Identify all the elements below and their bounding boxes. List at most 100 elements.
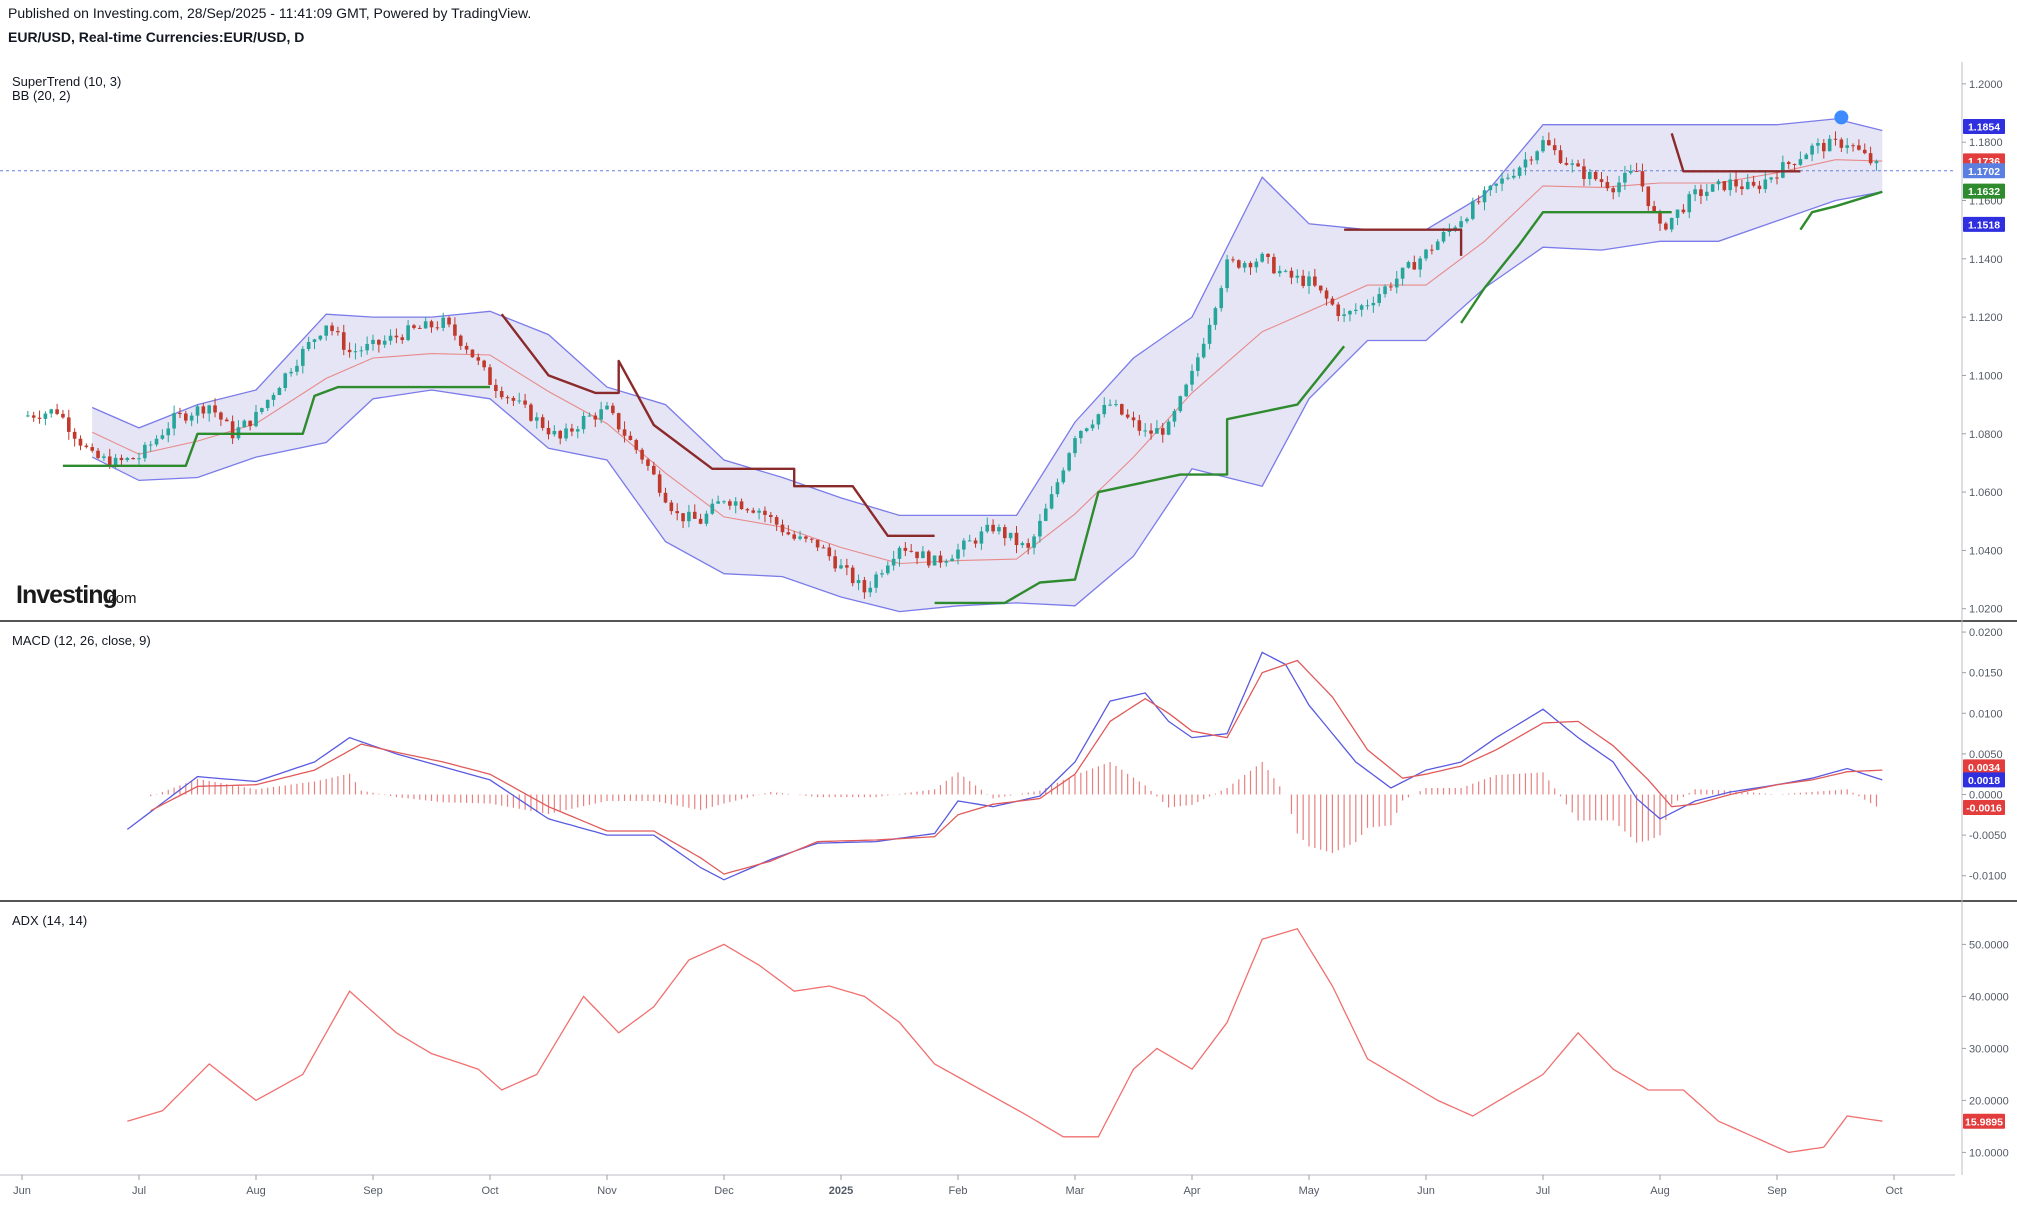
x-tick-label: Sep	[363, 1185, 383, 1197]
candle-body	[1435, 241, 1440, 250]
candle-body	[277, 387, 282, 396]
candle-body	[540, 417, 545, 428]
candle-body	[599, 409, 603, 420]
candle-body	[1868, 153, 1873, 164]
candle-body	[1588, 171, 1592, 179]
candle-body	[189, 415, 194, 421]
candle-body	[657, 474, 662, 493]
candle-body	[55, 409, 59, 414]
candle-body	[394, 335, 399, 338]
adx-label: ADX (14, 14)	[12, 913, 87, 928]
bb-lower-line	[91, 191, 1883, 613]
candle-body	[1365, 305, 1370, 307]
candle-body	[1757, 185, 1762, 190]
candle-body	[1114, 404, 1118, 406]
candle-body	[107, 456, 112, 467]
candle-body	[552, 430, 557, 435]
candle-body	[1558, 150, 1563, 163]
candle-body	[681, 513, 685, 522]
candle-body	[1535, 151, 1539, 161]
candle-body	[1570, 163, 1575, 165]
candle-body	[154, 438, 159, 445]
price-y-tick-label: 1.1800	[1969, 137, 2003, 149]
candle-body	[90, 447, 94, 451]
candle-body	[283, 373, 288, 388]
candle-body	[1786, 162, 1791, 165]
candle-body	[435, 327, 440, 329]
candle-body	[1599, 179, 1604, 183]
macd-tag-bg	[1963, 799, 2005, 815]
candle-body	[1055, 482, 1060, 495]
candle-body	[1026, 543, 1030, 548]
candle-body	[289, 371, 293, 374]
candle-body	[546, 427, 551, 435]
candle-body	[1008, 532, 1013, 539]
candle-body	[616, 413, 621, 430]
candle-body	[1465, 218, 1469, 222]
candle-body	[1003, 527, 1007, 539]
price-tag-text: 1.1518	[1968, 219, 2000, 231]
macd-y-tick-label: 0.0200	[1969, 627, 2003, 639]
candle-body	[1196, 357, 1200, 371]
candle-body	[710, 503, 715, 514]
adx-y-tick-label: 10.0000	[1969, 1147, 2009, 1159]
candle-body	[464, 345, 469, 350]
candle-body	[1260, 253, 1264, 262]
candle-body	[962, 540, 966, 550]
candle-body	[1453, 227, 1458, 230]
candle-body	[1862, 149, 1867, 154]
candle-body	[1178, 396, 1183, 412]
candle-body	[751, 510, 756, 513]
candle-body	[804, 536, 808, 539]
candle-body	[1517, 167, 1522, 176]
candle-body	[1728, 179, 1732, 191]
candle-body	[1248, 263, 1253, 268]
candle-body	[798, 536, 802, 539]
candle-body	[675, 511, 679, 514]
candle-body	[260, 408, 264, 412]
bb-band-fill	[92, 118, 1883, 612]
candle-body	[301, 348, 305, 366]
candle-body	[915, 551, 919, 559]
candle-body	[312, 339, 317, 342]
candle-body	[1166, 421, 1171, 435]
candle-body	[113, 457, 118, 467]
candle-body	[1541, 140, 1545, 152]
candle-body	[1576, 163, 1580, 167]
candle-body	[628, 435, 633, 441]
candle-body	[692, 511, 697, 519]
candle-body	[377, 339, 381, 345]
candle-body	[687, 511, 691, 522]
x-tick-label: Jun	[1417, 1185, 1435, 1197]
candle-body	[1675, 209, 1680, 218]
x-tick-label: Nov	[597, 1185, 617, 1197]
adx-y-tick-label: 40.0000	[1969, 991, 2009, 1003]
macd-y-tick-label: 0.0000	[1969, 789, 2003, 801]
candle-body	[1394, 278, 1399, 288]
x-tick-label: Jul	[132, 1185, 146, 1197]
candle-body	[517, 400, 522, 402]
plot-layer: 1.0200 1.0400 1.0600 1.0800 1.1000 1.1200 1.14…	[0, 62, 2017, 1197]
candle-body	[1237, 260, 1241, 268]
candle-body	[938, 555, 943, 563]
adx-y-tick-label: 50.0000	[1969, 939, 2009, 951]
candle-body	[739, 501, 744, 510]
candle-body	[1383, 286, 1387, 295]
candle-body	[195, 406, 200, 416]
supertrend-segment	[1460, 211, 1672, 324]
candle-body	[84, 445, 89, 448]
candle-body	[1125, 414, 1130, 418]
candle-body	[441, 317, 445, 328]
candle-body	[166, 428, 171, 436]
candle-body	[388, 335, 393, 341]
candle-body	[821, 547, 826, 549]
macd-tag-text: 0.0018	[1968, 775, 2000, 787]
candle-body	[728, 501, 732, 506]
candle-body	[886, 565, 890, 574]
candle-body	[704, 513, 709, 524]
symbol-title: EUR/USD, Real-time Currencies:EUR/USD, D	[8, 29, 304, 45]
price-y-tick-label: 1.1000	[1969, 370, 2003, 382]
candle-body	[558, 430, 562, 439]
price-tag-text: 1.1854	[1968, 121, 2000, 133]
